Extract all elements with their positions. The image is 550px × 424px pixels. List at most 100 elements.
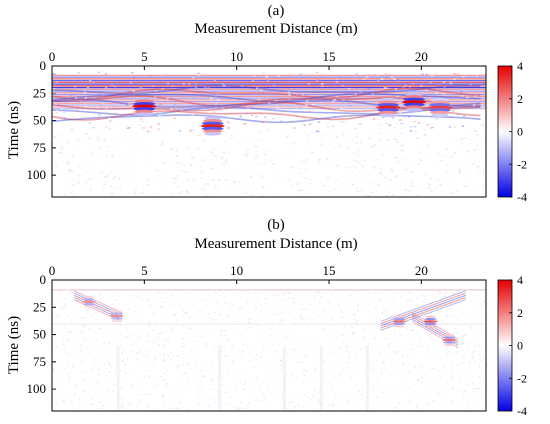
feature-b-1-4 (111, 319, 122, 323)
feature-b-1-0 (111, 310, 122, 313)
x-axis-title-a: Measurement Distance (m) (194, 21, 357, 37)
feature-a-4-3 (427, 105, 452, 110)
feature-a-2-2 (377, 103, 399, 107)
feature-a-2-1 (378, 100, 398, 105)
y-tick-label-a-4: 100 (27, 167, 47, 182)
x-tick-label-a-1: 5 (141, 49, 148, 64)
feature-b-2-0 (394, 315, 405, 318)
heatmap-plot-b (52, 288, 486, 411)
feature-a-4-2 (429, 103, 451, 107)
feature-b-1-2 (109, 314, 124, 318)
feature-a-1-4 (201, 126, 224, 131)
y-tick-label-a-3: 75 (33, 140, 46, 155)
y-tick-label-a-0: 0 (40, 58, 47, 73)
feature-a-0-2 (133, 101, 156, 106)
plot-frame-b (51, 279, 487, 412)
colorbar-tick-label-b-0: 4 (517, 273, 523, 287)
feature-b-4-4 (444, 343, 455, 347)
y-ticks-a: 0 25 50 75 100 (27, 58, 56, 182)
feature-a-4-5 (430, 110, 450, 115)
feature-b-2-2 (392, 320, 407, 323)
x-tick-label-b-2: 10 (230, 263, 243, 278)
feature-b-2-1 (393, 317, 406, 321)
y-tick-label-b-4: 100 (27, 381, 47, 396)
feature-a-0-3 (132, 104, 157, 109)
feature-b-1-1 (110, 312, 123, 315)
colorbar-tick-label-b-2: 0 (517, 339, 523, 353)
panel-a: (a) Measurement Distance (m) 0 5 10 15 20 0 2… (6, 3, 527, 204)
feature-a-4-6 (431, 113, 449, 118)
feature-a-2-3 (376, 105, 401, 110)
colorbar-tick-label-b-1: 2 (517, 306, 523, 320)
feature-a-3-2 (403, 97, 425, 102)
feature-a-4-1 (430, 100, 450, 105)
feature-a-1-1 (203, 119, 223, 123)
colorbar-tick-label-a-2: 0 (517, 125, 523, 139)
feature-a-0-5 (134, 109, 154, 114)
feature-a-3-6 (405, 108, 423, 112)
panel-label-b: (b) (267, 217, 285, 233)
feature-b-4-1 (443, 336, 456, 339)
feature-a-3-5 (404, 105, 424, 110)
y-tick-label-b-3: 75 (33, 354, 46, 369)
colorbar-tick-label-a-0: 4 (517, 59, 523, 73)
feature-a-3-0 (405, 92, 423, 97)
feature-a-3-4 (403, 102, 425, 107)
heatmap-layer-a (52, 71, 486, 197)
feature-b-4-0 (444, 334, 455, 337)
feature-b-4-3 (443, 341, 456, 344)
feature-b-3-0 (425, 315, 436, 318)
heatmap-plot-a (52, 71, 486, 197)
y-tick-label-a-2: 50 (33, 113, 46, 128)
feature-a-1-3 (200, 124, 225, 128)
y-tick-label-b-1: 25 (33, 299, 46, 314)
colorbar-tick-label-b-4: -4 (517, 404, 527, 418)
feature-a-4-0 (431, 97, 449, 102)
feature-a-2-5 (378, 110, 398, 115)
x-tick-label-a-4: 20 (415, 49, 428, 64)
feature-a-4-4 (429, 108, 451, 112)
x-ticks-b: 0 5 10 15 20 (49, 263, 428, 284)
feature-b-2-3 (393, 322, 406, 326)
feature-b-0-3 (82, 303, 95, 306)
feature-b-3-4 (425, 325, 436, 328)
feature-b-1-3 (110, 317, 123, 320)
y-tick-label-a-1: 25 (33, 85, 46, 100)
feature-a-0-4 (133, 107, 156, 111)
feature-a-1-6 (204, 132, 222, 136)
feature-a-1-5 (203, 129, 223, 134)
colorbar-tick-label-b-3: -2 (517, 371, 527, 385)
x-tick-label-a-3: 15 (323, 49, 336, 64)
feature-b-3-3 (424, 322, 437, 326)
y-ticks-b: 0 25 50 75 100 (27, 272, 56, 396)
feature-b-4-2 (442, 338, 457, 342)
heatmap-layer-b (52, 288, 486, 411)
feature-a-2-0 (379, 97, 397, 102)
y-tick-label-b-2: 50 (33, 327, 46, 342)
x-tick-label-b-4: 20 (415, 263, 428, 278)
y-tick-label-b-0: 0 (40, 272, 47, 287)
feature-b-3-2 (423, 320, 438, 323)
panel-label-a: (a) (268, 3, 285, 19)
x-tick-label-a-0: 0 (49, 49, 56, 64)
feature-a-2-6 (379, 113, 397, 118)
colorbar-tick-label-a-4: -4 (517, 190, 527, 204)
feature-b-0-2 (81, 300, 96, 304)
x-ticks-a: 0 5 10 15 20 (49, 49, 428, 70)
feature-b-3-1 (424, 317, 437, 321)
plot-frame-a (51, 65, 487, 198)
feature-a-0-0 (135, 96, 153, 101)
feature-a-0-1 (134, 99, 154, 103)
feature-b-0-1 (82, 298, 95, 301)
feature-a-1-2 (201, 121, 224, 126)
feature-a-0-6 (135, 112, 153, 116)
colorbar-ticks-a: 4 2 0 -2 -4 (509, 59, 527, 204)
x-tick-label-a-2: 10 (230, 49, 243, 64)
colorbar-ticks-b: 4 2 0 -2 -4 (509, 273, 527, 418)
panel-b: (b) Measurement Distance (m) 0 5 10 15 20 02… (6, 217, 527, 418)
feature-a-1-0 (204, 116, 222, 121)
x-axis-title-b: Measurement Distance (m) (194, 236, 357, 252)
feature-b-2-4 (394, 325, 405, 328)
x-tick-label-b-1: 5 (141, 263, 148, 278)
